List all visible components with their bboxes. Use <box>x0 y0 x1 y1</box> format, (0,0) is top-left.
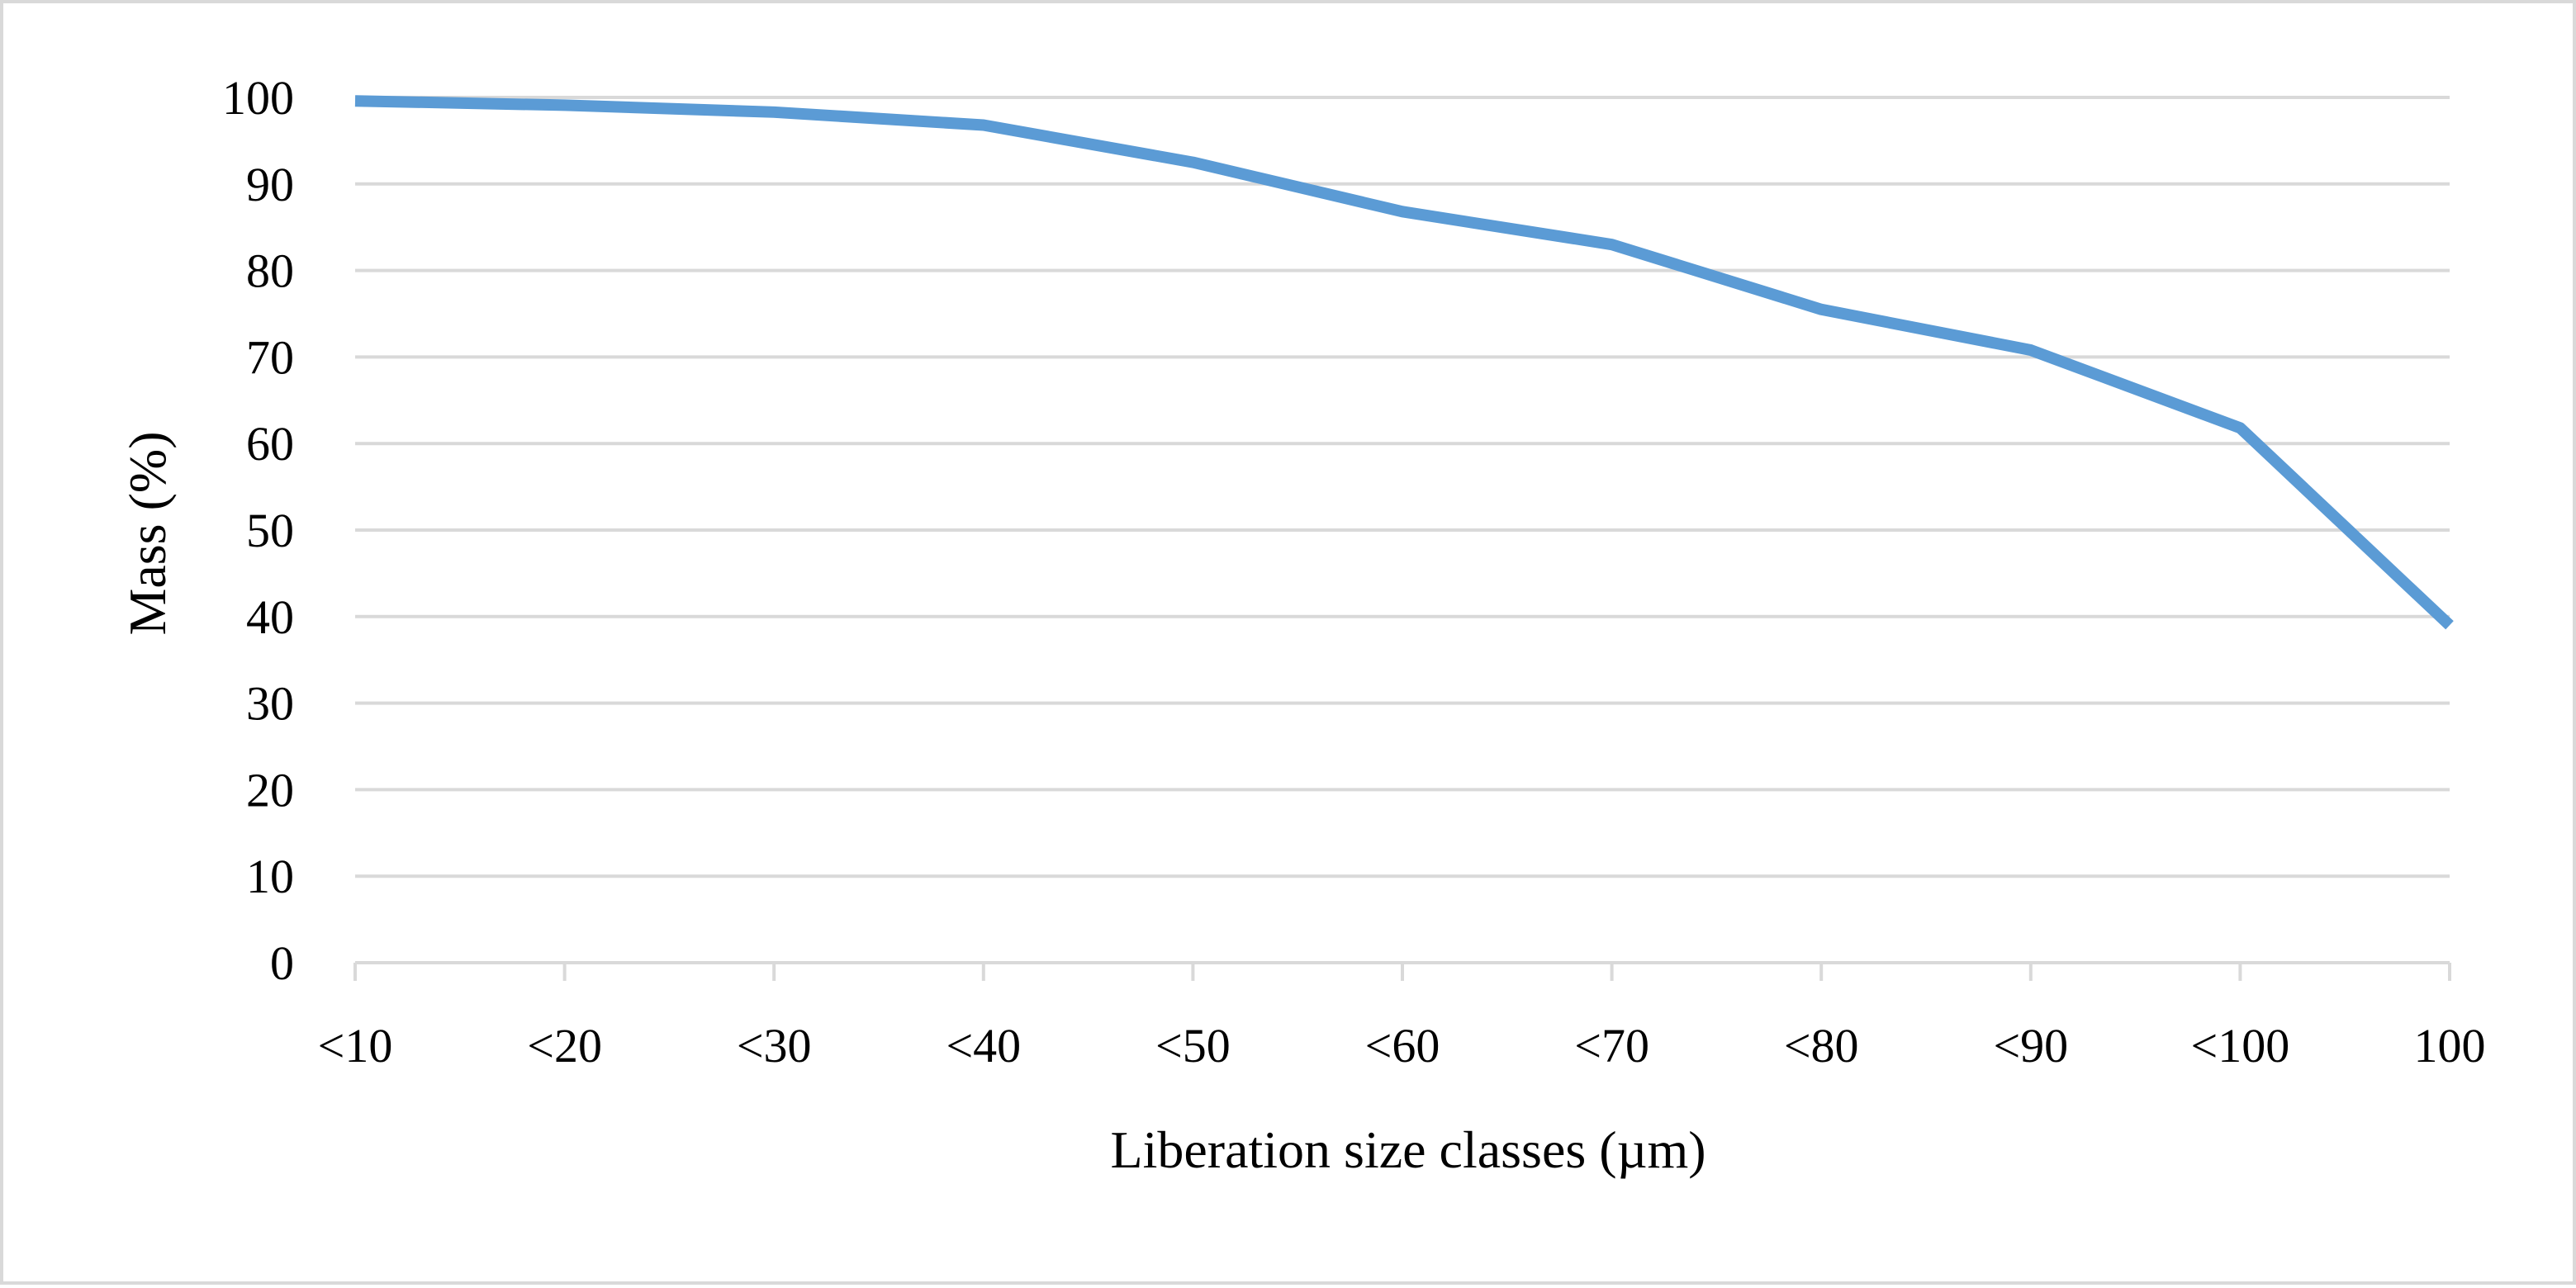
y-tick-label: 80 <box>246 244 294 298</box>
gridlines <box>355 96 2450 878</box>
x-tick-label: <80 <box>1784 1019 1859 1073</box>
y-tick-label: 70 <box>246 330 294 384</box>
x-axis-title: Liberation size classes (µm) <box>1110 1120 1705 1179</box>
series-layer <box>354 95 2454 630</box>
x-tick-label: <10 <box>318 1019 393 1073</box>
x-tick-label: <90 <box>1993 1019 2068 1073</box>
y-axis-title: Mass (%) <box>118 431 177 635</box>
y-tick-label: 10 <box>246 850 294 903</box>
x-tick-label: <50 <box>1155 1019 1231 1073</box>
x-tick-label: <40 <box>946 1019 1021 1073</box>
x-axis <box>353 961 2451 981</box>
x-tick-label: <20 <box>527 1019 602 1073</box>
y-tick-label: 0 <box>270 936 294 990</box>
y-tick-label: 90 <box>246 158 294 211</box>
line-chart: 0 10 20 30 40 50 60 70 80 90 100 <10 <20 <30 <40 <50 <6… <box>118 71 2486 1179</box>
x-tick-label: <60 <box>1365 1019 1440 1073</box>
y-tick-label: 100 <box>222 71 294 125</box>
x-tick-label: <30 <box>737 1019 812 1073</box>
x-tick-labels: <10 <20 <30 <40 <50 <60 <70 <80 <90 <100 100 <box>318 1019 2486 1073</box>
y-tick-label: 40 <box>246 590 294 644</box>
y-tick-label: 50 <box>246 504 294 557</box>
y-tick-label: 20 <box>246 763 294 817</box>
y-tick-label: 60 <box>246 417 294 471</box>
y-tick-labels: 0 10 20 30 40 50 60 70 80 90 100 <box>222 71 294 990</box>
x-tick-label: 100 <box>2414 1019 2486 1073</box>
series-line <box>354 95 2454 630</box>
x-tick-label: <100 <box>2191 1019 2290 1073</box>
y-tick-label: 30 <box>246 677 294 731</box>
x-tick-label: <70 <box>1574 1019 1649 1073</box>
